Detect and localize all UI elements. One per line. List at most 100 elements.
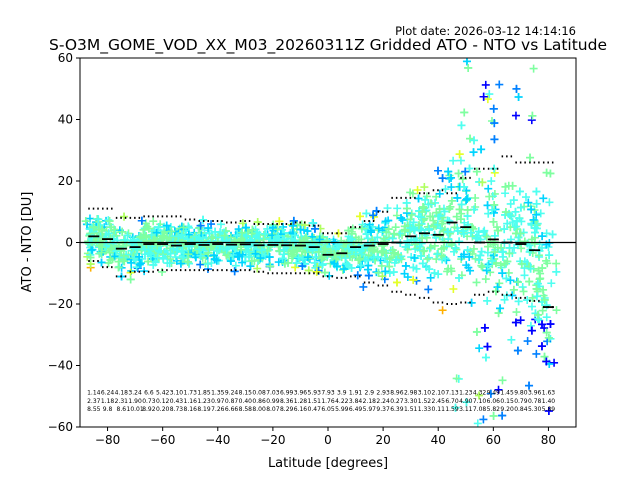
scatter-point (126, 275, 135, 284)
scatter-point (89, 223, 98, 232)
scatter-point (525, 277, 534, 286)
scatter-point (184, 250, 193, 259)
scatter-point (230, 267, 239, 276)
scatter-point (280, 259, 289, 268)
scatter-point (514, 233, 523, 242)
bin-stat-label: 3.9 (337, 390, 347, 397)
scatter-point (477, 247, 486, 256)
scatter-point (332, 241, 341, 250)
scatter-point (377, 261, 386, 270)
scatter-point (519, 287, 528, 296)
scatter-point (525, 381, 534, 390)
scatter-point (162, 221, 171, 230)
bin-stat-label: 9.37 (376, 406, 390, 413)
scatter-point (511, 111, 520, 120)
scatter-point (429, 221, 438, 230)
scatter-point (97, 225, 106, 234)
scatter-point (446, 202, 455, 211)
scatter-point (287, 220, 296, 229)
bin-stat-label: 1.63 (542, 390, 556, 397)
scatter-point (165, 259, 174, 268)
scatter-point (503, 219, 512, 228)
scatter-point (226, 257, 235, 266)
bin-stat-label: 8.19 (197, 406, 211, 413)
scatter-point (447, 196, 456, 205)
scatter-point (494, 309, 503, 318)
bin-stat-label: 3.96 (528, 390, 542, 397)
scatter-point (424, 285, 433, 294)
bin-stat-label: 6.66 (225, 406, 239, 413)
scatter-point (479, 92, 488, 101)
bin-stat-label: 2.93 (376, 390, 390, 397)
scatter-point (409, 218, 418, 227)
scatter-point (552, 259, 561, 268)
bin-stat-label: 4.32 (473, 390, 487, 397)
scatter-point (545, 198, 554, 207)
scatter-point (459, 250, 468, 259)
scatter-point (463, 205, 472, 214)
scatter-point (209, 251, 218, 260)
scatter-point (149, 217, 158, 226)
chart-title: S-O3M_GOME_VOD_XX_M03_20260311Z Gridded … (49, 36, 607, 55)
bin-stat-label: 3.30 (404, 398, 418, 405)
scatter-point (363, 256, 372, 265)
scatter-point (176, 259, 185, 268)
scatter-point (364, 271, 373, 280)
bin-stat-label: 8.55 (87, 406, 101, 413)
scatter-point (97, 258, 106, 267)
scatter-point (430, 269, 439, 278)
scatter-point (184, 230, 193, 239)
scatter-point (321, 244, 330, 253)
scatter-point (204, 224, 213, 233)
scatter-point (392, 278, 401, 287)
bin-stat-label: 0.97 (211, 398, 225, 405)
bin-stat-label: 3.24 (128, 390, 142, 397)
scatter-point (294, 253, 303, 262)
scatter-point (135, 252, 144, 261)
scatter-point (508, 218, 517, 227)
scatter-point (498, 269, 507, 278)
scatter-point (159, 253, 168, 262)
bin-stat-label: 1.85 (197, 390, 211, 397)
bin-stat-label: 3.84 (349, 398, 363, 405)
scatter-point (390, 229, 399, 238)
scatter-point (490, 200, 499, 209)
bin-stat-label: 8.73 (170, 406, 184, 413)
scatter-point (418, 207, 427, 216)
scatter-point (457, 121, 466, 130)
scatter-point (515, 214, 524, 223)
scatter-point (212, 247, 221, 256)
scatter-point (369, 211, 378, 220)
scatter-point (323, 236, 332, 245)
bin-stat-label: 6.16 (294, 406, 308, 413)
scatter-point (347, 263, 356, 272)
scatter-point (356, 261, 365, 270)
bin-stat-label: 6.24 (101, 390, 115, 397)
scatter-point (535, 316, 544, 325)
scatter-point (515, 187, 524, 196)
bin-stat-label: 1.18 (101, 398, 115, 405)
scatter-point (485, 192, 494, 201)
scatter-point (372, 206, 381, 215)
bin-stat-label: 1.33 (418, 406, 432, 413)
x-tick-label: 20 (375, 433, 390, 447)
scatter-point (402, 198, 411, 207)
scatter-point (205, 229, 214, 238)
scatter-point (403, 237, 412, 246)
scatter-point (410, 226, 419, 235)
scatter-point (438, 174, 447, 183)
scatter-point (462, 195, 471, 204)
scatter-point (308, 219, 317, 228)
bin-stat-label: 0.43 (170, 398, 184, 405)
scatter-point (447, 183, 456, 192)
scatter-point (417, 213, 426, 222)
scatter-point (496, 304, 505, 313)
scatter-point (538, 306, 547, 315)
scatter-point (330, 259, 339, 268)
scatter-point (430, 241, 439, 250)
scatter-point (493, 283, 502, 292)
scatter-point (479, 228, 488, 237)
scatter-point (145, 249, 154, 258)
scatter-point (106, 255, 115, 264)
scatter-point (425, 244, 434, 253)
